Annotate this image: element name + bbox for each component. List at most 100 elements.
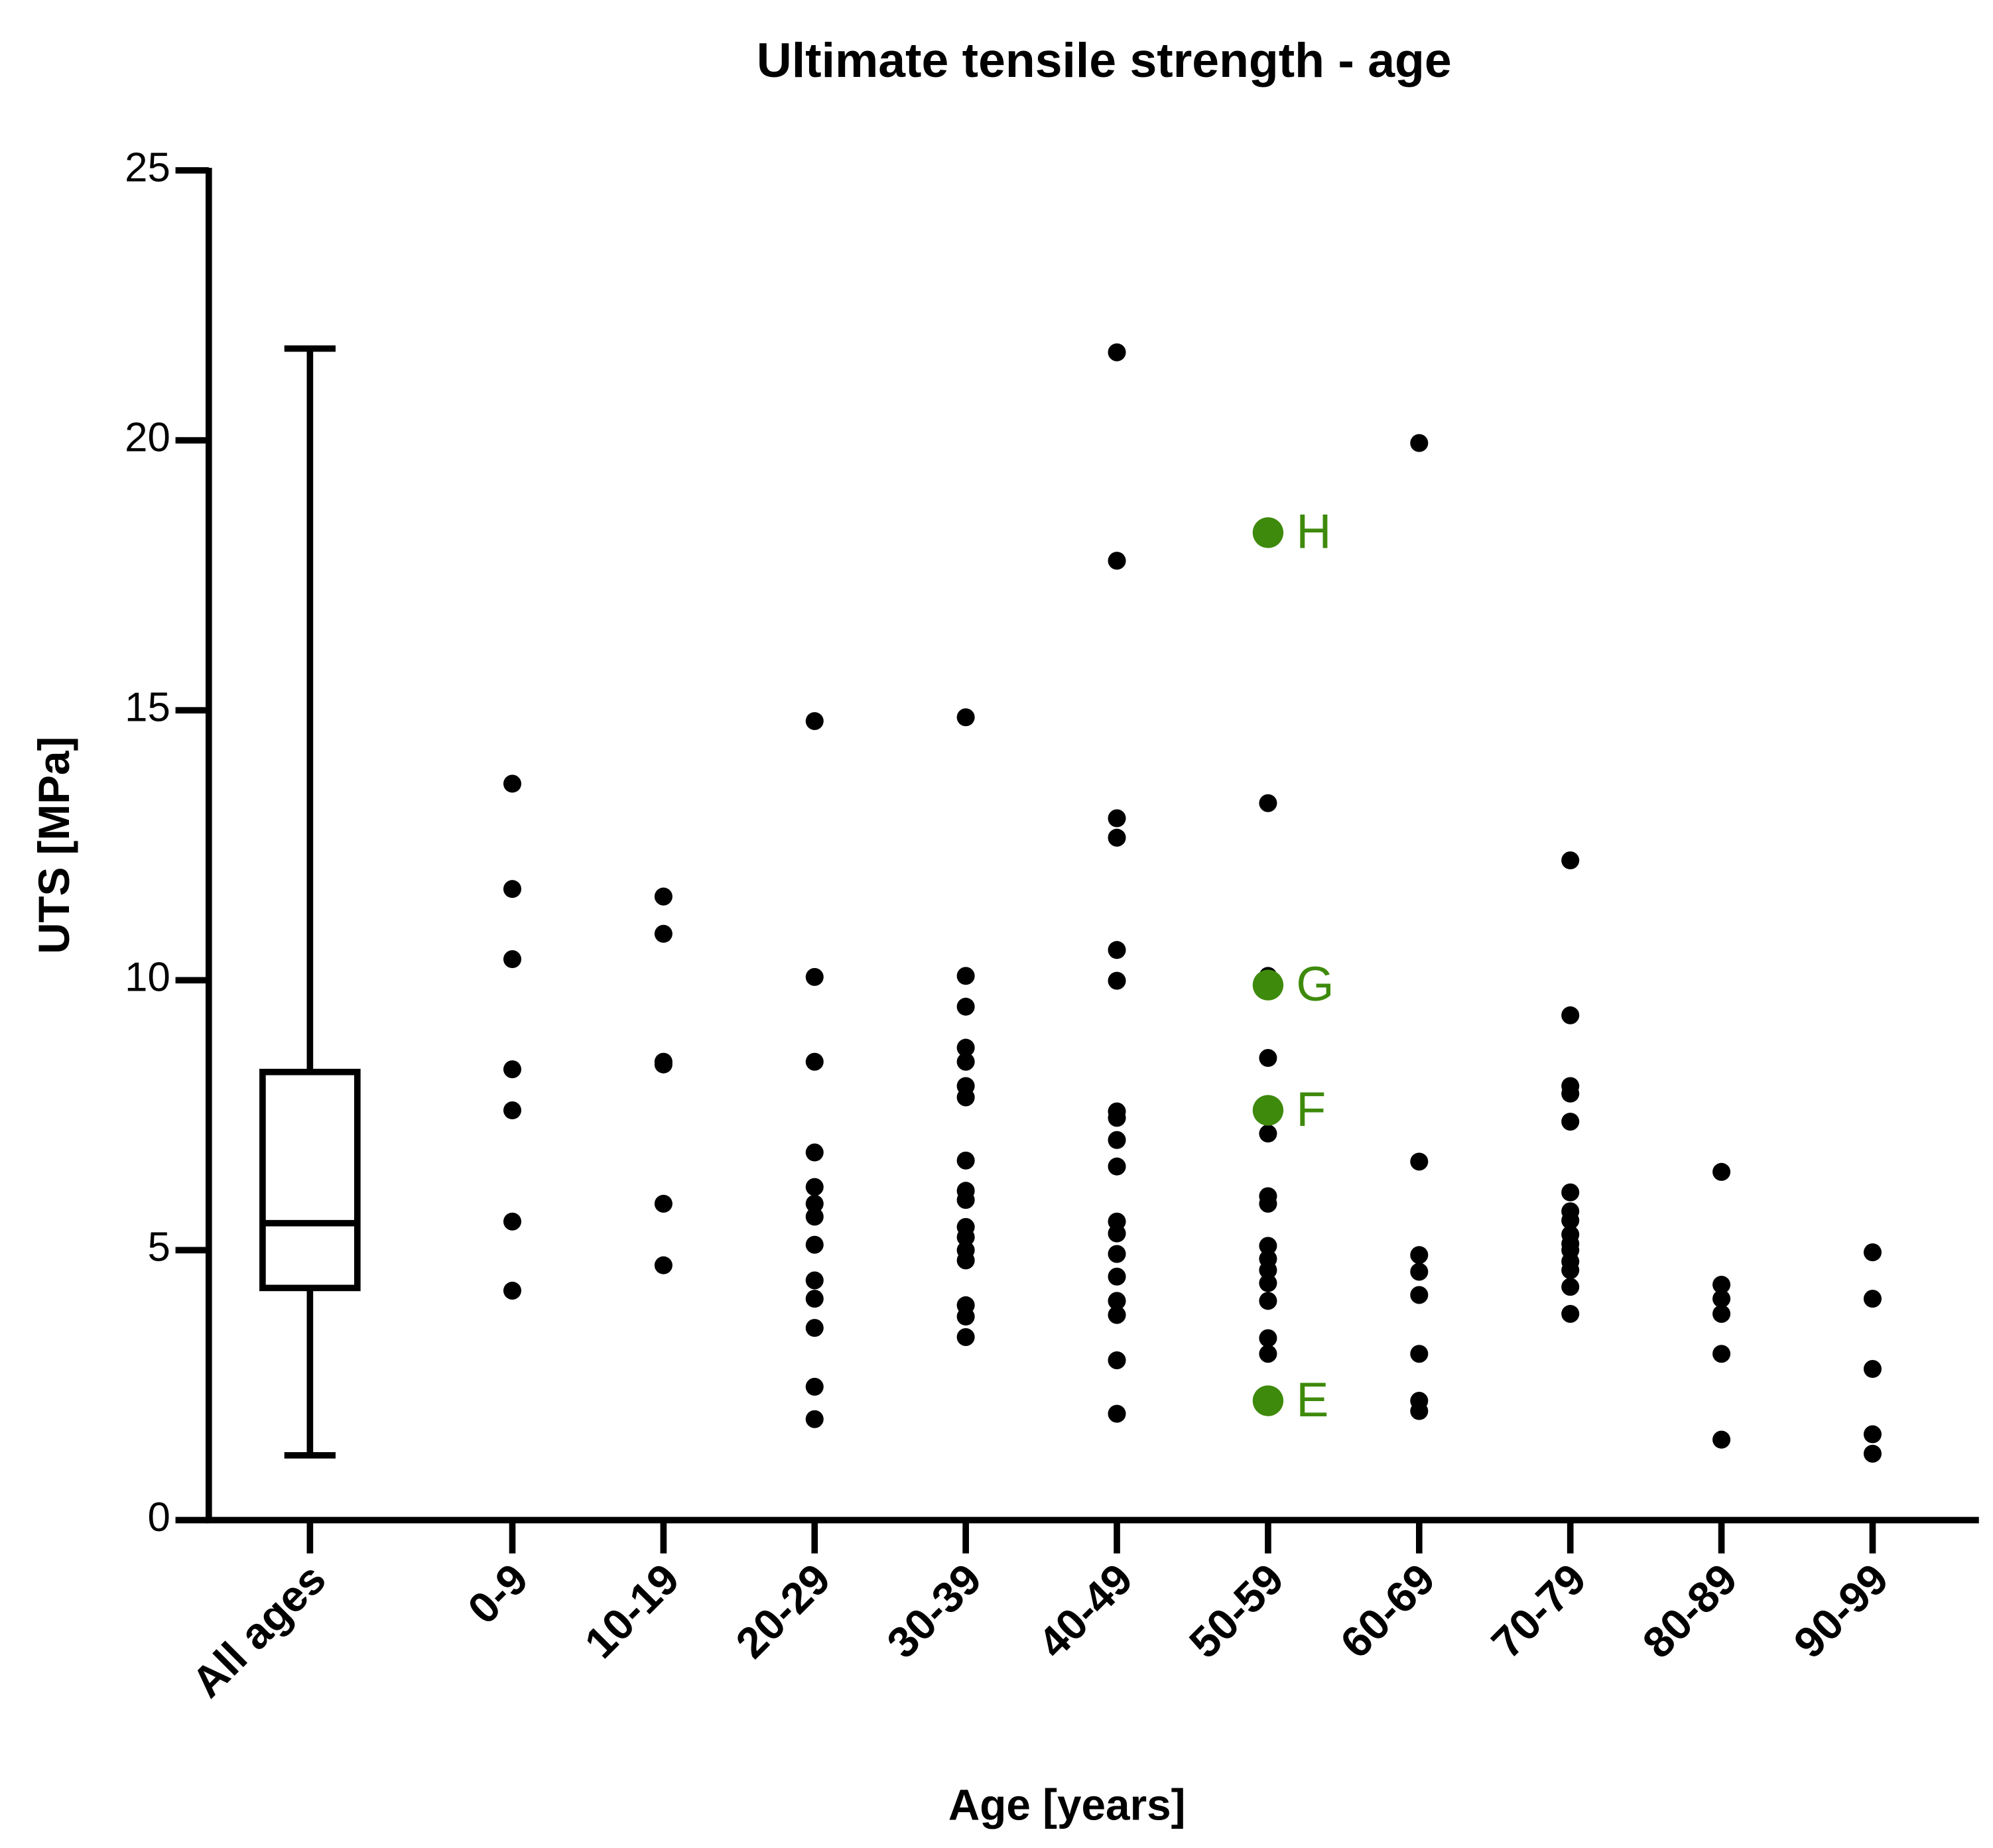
point bbox=[503, 1101, 522, 1120]
x-tick-label: 20-29 bbox=[727, 1554, 840, 1667]
point bbox=[1108, 1267, 1126, 1286]
highlight-label: G bbox=[1296, 957, 1334, 1011]
point bbox=[1712, 1430, 1731, 1449]
highlight-label: H bbox=[1296, 505, 1331, 559]
point bbox=[805, 1143, 824, 1162]
point bbox=[1108, 1245, 1126, 1263]
box bbox=[259, 1068, 361, 1292]
point bbox=[1863, 1359, 1882, 1379]
point bbox=[956, 1088, 975, 1107]
point bbox=[956, 1191, 975, 1209]
point bbox=[1108, 343, 1126, 361]
x-tick-label: 50-59 bbox=[1180, 1554, 1293, 1667]
point bbox=[503, 1212, 522, 1231]
x-tick-label: 40-49 bbox=[1029, 1554, 1141, 1667]
point bbox=[1410, 1286, 1429, 1304]
point bbox=[1108, 828, 1126, 847]
point bbox=[1108, 1292, 1126, 1310]
point bbox=[503, 774, 522, 793]
point bbox=[1561, 1261, 1580, 1280]
x-tick-label: 90-99 bbox=[1785, 1554, 1897, 1667]
y-tick-label: 25 bbox=[125, 145, 170, 190]
point bbox=[1712, 1275, 1731, 1294]
point bbox=[1108, 1224, 1126, 1243]
point bbox=[1108, 1109, 1126, 1127]
y-axis-label: UTS [MPa] bbox=[30, 737, 78, 954]
x-tick-label: 10-19 bbox=[576, 1554, 688, 1667]
point bbox=[1108, 1131, 1126, 1149]
point bbox=[1410, 1152, 1429, 1171]
point bbox=[805, 1235, 824, 1254]
point bbox=[1561, 1113, 1580, 1131]
point bbox=[805, 1194, 824, 1213]
point bbox=[1712, 1345, 1731, 1363]
point bbox=[1561, 1006, 1580, 1024]
point bbox=[1108, 1157, 1126, 1176]
point bbox=[956, 708, 975, 727]
point bbox=[1561, 1304, 1580, 1323]
point bbox=[654, 887, 673, 906]
point bbox=[1108, 941, 1126, 959]
point bbox=[1561, 1183, 1580, 1201]
x-tick-label: 70-79 bbox=[1482, 1554, 1595, 1667]
point bbox=[805, 711, 824, 730]
point bbox=[805, 1052, 824, 1071]
point bbox=[1561, 1084, 1580, 1103]
y-tick-label: 5 bbox=[147, 1225, 170, 1270]
x-tick-label: 30-39 bbox=[877, 1554, 990, 1667]
point bbox=[1712, 1304, 1731, 1323]
point bbox=[1712, 1162, 1731, 1181]
chart-title: Ultimate tensile strength - age bbox=[757, 33, 1452, 88]
point bbox=[956, 1052, 975, 1071]
point bbox=[503, 880, 522, 898]
y-tick-label: 20 bbox=[125, 414, 170, 460]
point bbox=[1108, 1404, 1126, 1423]
x-tick-label: 0-9 bbox=[458, 1554, 537, 1633]
highlight-point bbox=[1252, 517, 1284, 548]
point bbox=[1259, 1194, 1277, 1213]
x-tick-label: All ages bbox=[182, 1554, 335, 1707]
point bbox=[1863, 1290, 1882, 1308]
point bbox=[503, 1060, 522, 1079]
point bbox=[1108, 1351, 1126, 1370]
point bbox=[956, 967, 975, 985]
point bbox=[956, 1151, 975, 1170]
point bbox=[1410, 1263, 1429, 1281]
point bbox=[1108, 1306, 1126, 1324]
point bbox=[1410, 434, 1429, 452]
point bbox=[1259, 1049, 1277, 1068]
point bbox=[805, 1178, 824, 1196]
point bbox=[1259, 1261, 1277, 1280]
point bbox=[1410, 1246, 1429, 1264]
point bbox=[1108, 971, 1126, 990]
point bbox=[956, 997, 975, 1016]
point bbox=[805, 967, 824, 986]
point bbox=[805, 1207, 824, 1226]
point bbox=[1259, 1124, 1277, 1143]
point bbox=[1108, 809, 1126, 828]
point bbox=[1561, 851, 1580, 870]
point bbox=[1561, 1278, 1580, 1296]
y-tick-label: 15 bbox=[125, 685, 170, 731]
y-tick-label: 10 bbox=[125, 955, 170, 1001]
point bbox=[1259, 1329, 1277, 1347]
point bbox=[1108, 552, 1126, 570]
y-tick-label: 0 bbox=[147, 1495, 170, 1540]
point bbox=[654, 924, 673, 943]
point bbox=[503, 1281, 522, 1300]
point bbox=[654, 1256, 673, 1274]
point bbox=[654, 1194, 673, 1213]
point bbox=[956, 1251, 975, 1270]
point bbox=[1259, 1292, 1277, 1310]
point bbox=[1259, 1274, 1277, 1292]
point bbox=[956, 1308, 975, 1326]
point bbox=[805, 1271, 824, 1290]
point bbox=[1410, 1345, 1429, 1363]
x-axis-label: Age [years] bbox=[948, 1780, 1186, 1829]
point bbox=[956, 1228, 975, 1247]
point bbox=[1863, 1425, 1882, 1444]
highlight-label: E bbox=[1296, 1373, 1328, 1427]
point bbox=[1712, 1290, 1731, 1308]
